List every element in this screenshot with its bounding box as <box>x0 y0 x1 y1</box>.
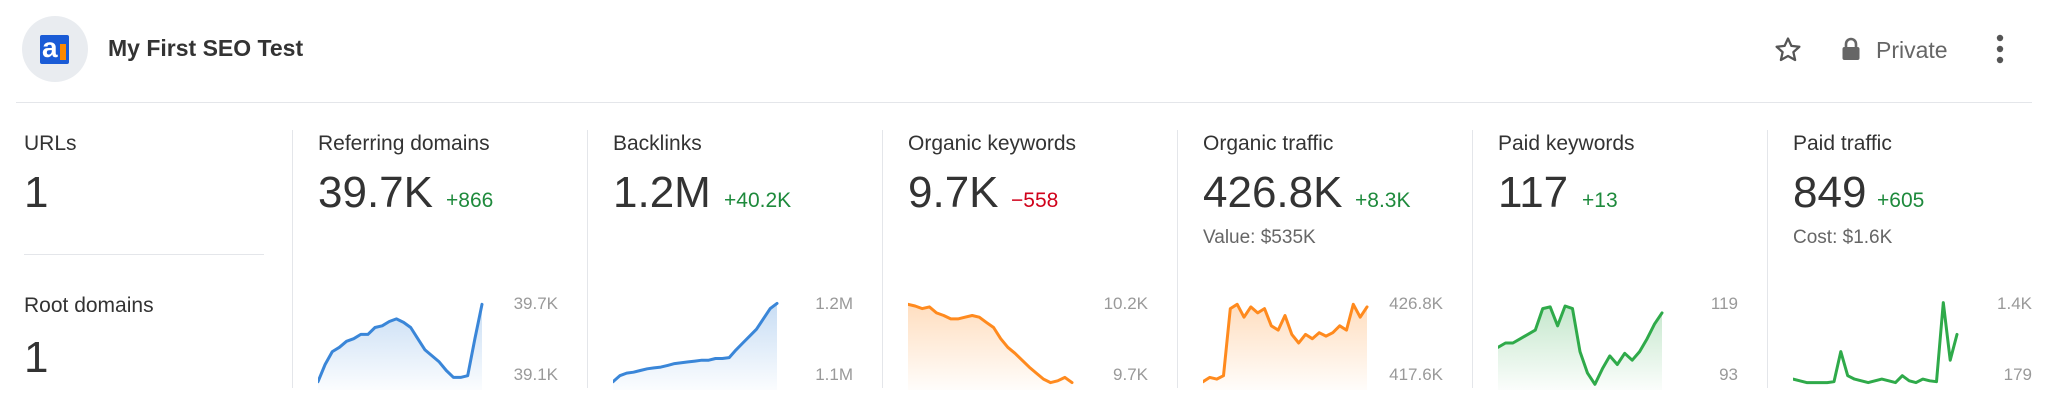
sparkline-chart[interactable] <box>318 296 484 390</box>
metric-label: Organic traffic <box>1203 132 1334 155</box>
root-domains-value[interactable]: 1 <box>24 333 49 382</box>
sparkline-chart[interactable] <box>1498 296 1664 390</box>
sparkline-line <box>613 301 779 384</box>
sparkline-chart[interactable] <box>613 296 779 390</box>
sparkline-chart[interactable] <box>1203 296 1369 390</box>
metric-delta: +866 <box>446 189 494 212</box>
axis-max-label: 10.2K <box>1103 294 1148 313</box>
axis-min-label: 93 <box>1719 365 1738 384</box>
metric-label: Paid keywords <box>1498 132 1635 155</box>
sparkline-line <box>1203 302 1369 384</box>
axis-max-label: 1.4K <box>1997 294 2032 313</box>
sparkline-chart[interactable] <box>908 296 1074 390</box>
metric-label: Paid traffic <box>1793 132 1892 155</box>
metric-sub-value: Value: $535K <box>1203 227 1316 248</box>
sparkline-line <box>318 302 484 384</box>
axis-max-label: 1.2M <box>815 294 853 313</box>
metric-delta: +605 <box>1877 189 1925 212</box>
urls-label: URLs <box>24 132 77 155</box>
star-icon[interactable] <box>1773 35 1803 65</box>
metric-label: Backlinks <box>613 132 702 155</box>
sparkline-line <box>1793 301 1959 385</box>
axis-max-label: 39.7K <box>513 294 558 313</box>
summary-divider <box>24 254 264 255</box>
header-divider <box>16 102 2032 103</box>
sparkline-chart[interactable] <box>1793 296 1959 390</box>
metric-value[interactable]: 1.2M <box>613 168 711 217</box>
axis-min-label: 9.7K <box>1113 365 1148 384</box>
ahrefs-logo-icon: a <box>40 35 69 64</box>
sparkline-area <box>318 304 482 390</box>
column-separator <box>1177 130 1178 388</box>
axis-min-label: 1.1M <box>815 365 853 384</box>
metric-label: Organic keywords <box>908 132 1077 155</box>
metric-label: Referring domains <box>318 132 490 155</box>
column-separator <box>292 130 293 388</box>
axis-min-label: 417.6K <box>1389 365 1443 384</box>
sparkline-area <box>1498 306 1662 390</box>
column-separator <box>1472 130 1473 388</box>
column-separator <box>882 130 883 388</box>
metric-delta: +13 <box>1582 189 1618 212</box>
metric-value[interactable]: 9.7K <box>908 168 999 217</box>
sparkline-line <box>908 302 1074 385</box>
sparkline-line <box>1498 304 1664 386</box>
sparkline-area <box>908 304 1072 390</box>
axis-min-label: 179 <box>2003 365 2032 384</box>
axis-max-label: 426.8K <box>1389 294 1443 313</box>
project-title[interactable]: My First SEO Test <box>108 35 304 61</box>
metric-value[interactable]: 39.7K <box>318 168 433 217</box>
sparkline-area <box>613 303 777 390</box>
urls-value[interactable]: 1 <box>24 168 49 217</box>
column-separator <box>587 130 588 388</box>
root-domains-label: Root domains <box>24 294 154 317</box>
column-separator <box>1767 130 1768 388</box>
metric-delta: −558 <box>1011 189 1059 212</box>
metric-delta: +40.2K <box>724 189 792 212</box>
metric-sub-value: Cost: $1.6K <box>1793 227 1893 248</box>
lock-icon <box>1842 37 1860 60</box>
axis-min-label: 39.1K <box>513 365 558 384</box>
axis-max-label: 119 <box>1710 294 1738 313</box>
privacy-toggle[interactable]: Private <box>1876 37 1948 63</box>
metric-value[interactable]: 426.8K <box>1203 168 1343 217</box>
metric-delta: +8.3K <box>1355 189 1411 212</box>
project-header: a My First SEO Test Private <box>0 0 2048 102</box>
more-vertical-icon[interactable] <box>1992 34 2008 64</box>
metric-value[interactable]: 849 <box>1793 168 1867 217</box>
metric-value[interactable]: 117 <box>1498 168 1569 217</box>
sparkline-area <box>1203 304 1367 390</box>
